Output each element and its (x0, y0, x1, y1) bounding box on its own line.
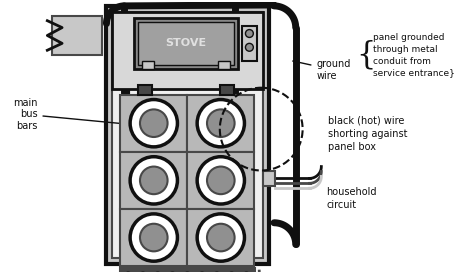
Text: panel grounded
through metal
conduit from
service entrance}: panel grounded through metal conduit fro… (373, 33, 455, 77)
Circle shape (213, 272, 221, 274)
Text: {: { (356, 40, 375, 71)
Circle shape (154, 272, 162, 274)
Bar (220, 85, 234, 95)
Text: neutral
wire: neutral wire (0, 273, 1, 274)
Text: STOVE: STOVE (165, 38, 206, 48)
Bar (241, 25, 257, 61)
Bar (218, 61, 230, 69)
Text: ground
wire: ground wire (293, 59, 351, 81)
Circle shape (183, 272, 191, 274)
Bar (52, 16, 101, 55)
Bar (120, 268, 255, 274)
Bar (187, 209, 255, 266)
Text: household
circuit: household circuit (326, 187, 377, 210)
Circle shape (140, 109, 168, 137)
Bar (142, 61, 154, 69)
Circle shape (198, 272, 206, 274)
Circle shape (197, 214, 245, 261)
Circle shape (140, 167, 168, 194)
Circle shape (139, 272, 147, 274)
Circle shape (243, 272, 250, 274)
Bar (120, 152, 187, 209)
Text: black (hot) wire
shorting against
panel box: black (hot) wire shorting against panel … (328, 116, 408, 152)
Circle shape (130, 157, 177, 204)
Bar (107, 6, 269, 264)
Circle shape (207, 109, 235, 137)
Circle shape (140, 224, 168, 251)
Bar (120, 95, 187, 152)
Bar (138, 22, 234, 65)
Circle shape (207, 167, 235, 194)
Bar (112, 12, 263, 89)
Bar (187, 95, 255, 152)
Circle shape (207, 224, 235, 251)
Circle shape (130, 214, 177, 261)
Circle shape (246, 30, 253, 38)
Bar (134, 18, 237, 69)
Circle shape (228, 272, 236, 274)
Circle shape (197, 99, 245, 147)
Circle shape (246, 43, 253, 51)
Text: main
bus
bars: main bus bars (13, 98, 124, 131)
Circle shape (124, 272, 132, 274)
Bar (120, 209, 187, 266)
Circle shape (130, 99, 177, 147)
Bar (263, 170, 275, 186)
Bar (112, 12, 263, 258)
Bar (138, 85, 152, 95)
Circle shape (197, 157, 245, 204)
Bar (187, 152, 255, 209)
Circle shape (169, 272, 176, 274)
